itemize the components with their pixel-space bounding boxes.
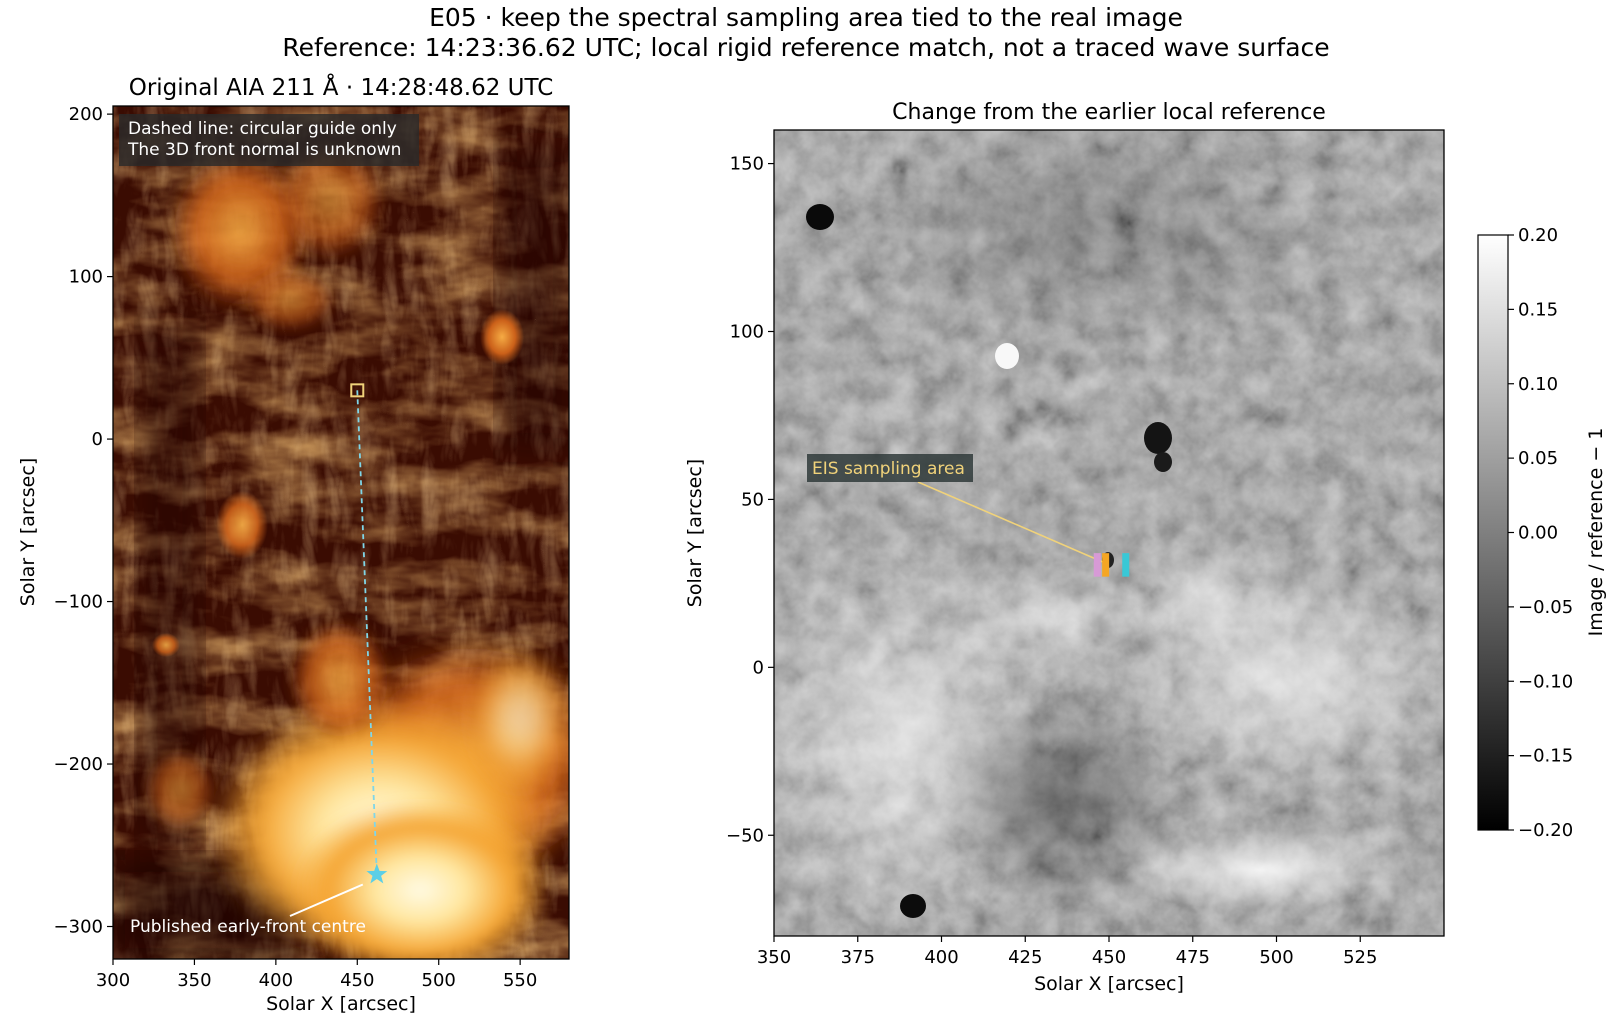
ratio-ytick-label: 50 bbox=[741, 489, 764, 510]
aia-xtick-label: 300 bbox=[96, 970, 130, 991]
aia-annotation-label: Published early-front centre bbox=[130, 917, 366, 937]
aia-ticks: 300 350 400 450 500 550 200 100 0 −100 −200 −300 bbox=[54, 104, 538, 991]
aia-ytick-label: 100 bbox=[69, 267, 103, 288]
ratio-xtick-label: 475 bbox=[1176, 947, 1210, 968]
aia-y-axis-label: Solar Y [arcsec] bbox=[17, 458, 39, 606]
ratio-x-axis-label: Solar X [arcsec] bbox=[1034, 973, 1184, 995]
aia-ytick-label: −200 bbox=[54, 754, 103, 775]
colorbar-tick-label: 0.10 bbox=[1518, 374, 1558, 395]
ratio-image bbox=[774, 130, 1444, 936]
colorbar-tick-label: −0.05 bbox=[1518, 597, 1573, 618]
ratio-panel: Change from the earlier local reference bbox=[684, 100, 1607, 995]
ratio-xtick-label: 350 bbox=[757, 947, 791, 968]
eis-slit-cyan bbox=[1122, 553, 1130, 577]
aia-panel: Original AIA 211 Å · 14:28:48.62 UTC bbox=[17, 73, 570, 1015]
colorbar-label: Image / reference − 1 bbox=[1585, 428, 1607, 637]
aia-ytick-label: 0 bbox=[92, 429, 103, 450]
aia-xtick-label: 500 bbox=[422, 970, 456, 991]
colorbar: 0.20 0.15 0.10 0.05 0.00 −0.05 −0.10 −0.15 −0.20… bbox=[1477, 225, 1607, 841]
figure-title-line2: Reference: 14:23:36.62 UTC; local rigid … bbox=[282, 33, 1329, 62]
eis-annotation-label: EIS sampling area bbox=[812, 459, 965, 479]
colorbar-tick-label: 0.00 bbox=[1518, 523, 1558, 544]
ratio-panel-title: Change from the earlier local reference bbox=[892, 100, 1326, 125]
aia-xtick-label: 350 bbox=[177, 970, 211, 991]
aia-xtick-label: 550 bbox=[503, 970, 537, 991]
ratio-y-axis-label: Solar Y [arcsec] bbox=[684, 459, 706, 607]
aia-ytick-label: −300 bbox=[54, 917, 103, 938]
aia-info-box: Dashed line: circular guide only The 3D … bbox=[119, 114, 419, 166]
aia-axes-frame bbox=[112, 105, 570, 960]
aia-annotation-arrow bbox=[289, 883, 364, 917]
ratio-xtick-label: 500 bbox=[1259, 947, 1293, 968]
aia-xtick-label: 400 bbox=[259, 970, 293, 991]
colorbar-tick-label: −0.15 bbox=[1518, 746, 1573, 767]
colorbar-tick-label: 0.05 bbox=[1518, 448, 1558, 469]
colorbar-gradient bbox=[1477, 234, 1509, 831]
colorbar-tick-label: 0.20 bbox=[1518, 225, 1558, 246]
colorbar-ticks: 0.20 0.15 0.10 0.05 0.00 −0.05 −0.10 −0.15 −0.20 bbox=[1508, 225, 1573, 841]
aia-x-axis-label: Solar X [arcsec] bbox=[266, 993, 416, 1015]
aia-xtick-label: 450 bbox=[340, 970, 374, 991]
colorbar-tick-label: −0.10 bbox=[1518, 671, 1573, 692]
eis-slit-orange bbox=[1102, 553, 1110, 577]
ratio-xtick-label: 400 bbox=[924, 947, 958, 968]
aia-info-line1: Dashed line: circular guide only bbox=[128, 119, 397, 139]
aia-image bbox=[113, 106, 569, 959]
aia-info-line2: The 3D front normal is unknown bbox=[127, 140, 401, 160]
ratio-xtick-label: 375 bbox=[841, 947, 875, 968]
eis-slits bbox=[1093, 553, 1130, 577]
aia-ytick-label: −100 bbox=[54, 592, 103, 613]
ratio-ytick-label: 150 bbox=[730, 154, 764, 175]
colorbar-tick-label: −0.20 bbox=[1518, 820, 1573, 841]
ratio-ytick-label: 0 bbox=[753, 657, 764, 678]
eis-annotation-box: EIS sampling area bbox=[807, 454, 973, 482]
ratio-xtick-label: 425 bbox=[1008, 947, 1042, 968]
early-front-centre-star-icon bbox=[366, 863, 388, 884]
ratio-xtick-label: 525 bbox=[1343, 947, 1377, 968]
aia-ytick-label: 200 bbox=[69, 104, 103, 125]
colorbar-tick-label: 0.15 bbox=[1518, 299, 1558, 320]
figure-title-line1: E05 · keep the spectral sampling area ti… bbox=[429, 3, 1183, 32]
eis-slit-pink bbox=[1093, 553, 1101, 577]
aia-panel-title: Original AIA 211 Å · 14:28:48.62 UTC bbox=[129, 73, 554, 101]
sampling-box-marker bbox=[350, 383, 365, 398]
eis-annotation-arrow bbox=[917, 481, 1106, 564]
ratio-ytick-label: −50 bbox=[726, 825, 764, 846]
ratio-xtick-label: 450 bbox=[1092, 947, 1126, 968]
ratio-ytick-label: 100 bbox=[730, 322, 764, 343]
